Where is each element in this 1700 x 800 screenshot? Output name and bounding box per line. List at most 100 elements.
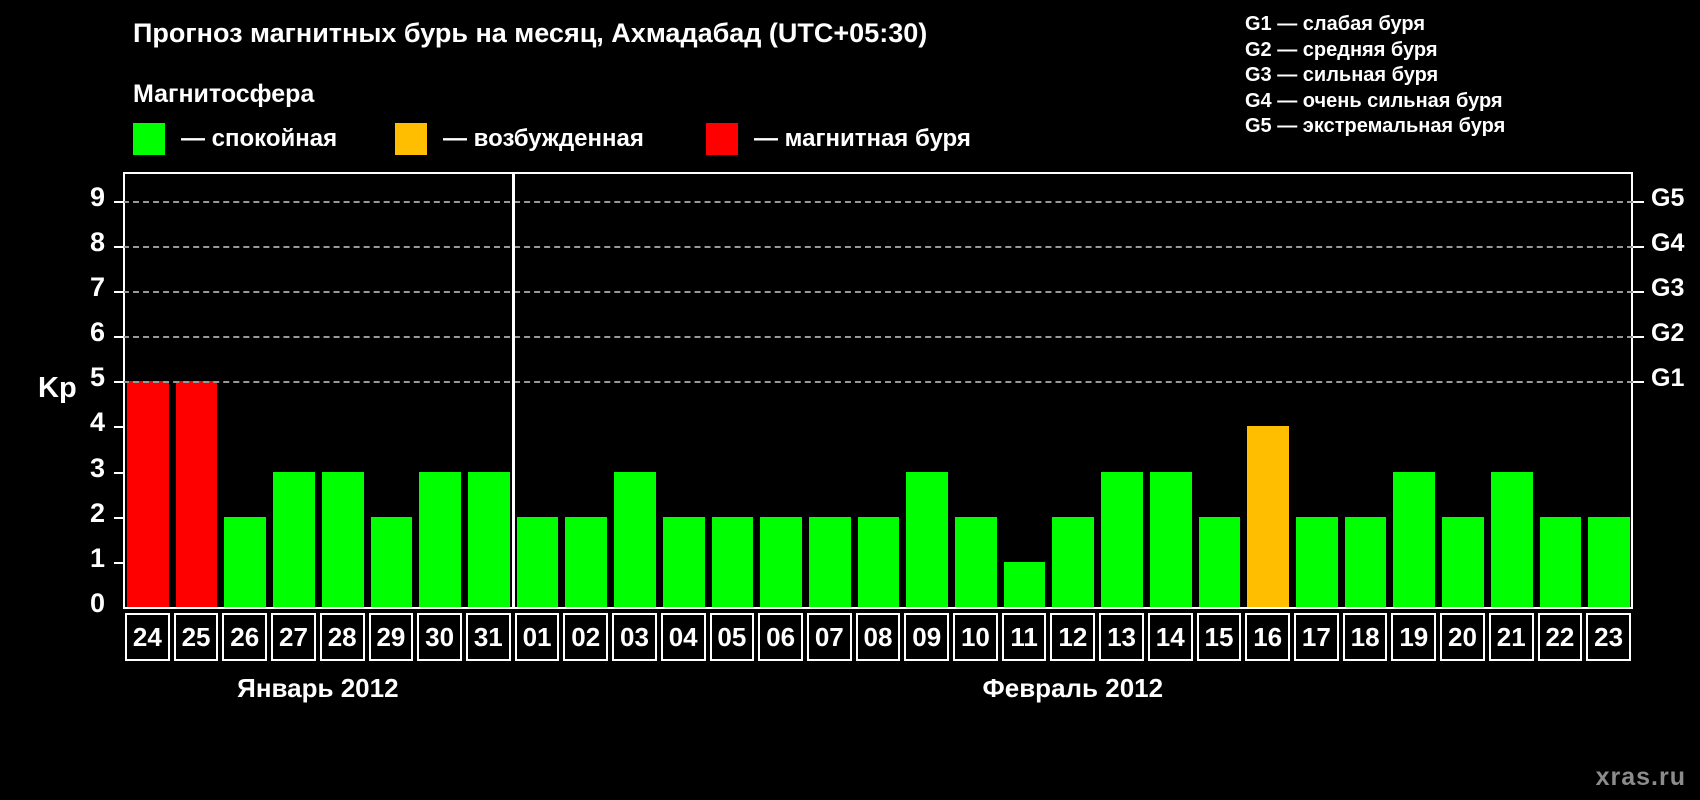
bar-day-11[interactable] bbox=[1003, 561, 1046, 607]
legend-item-2: — магнитная буря bbox=[706, 122, 971, 156]
bar-day-18[interactable] bbox=[1344, 516, 1387, 607]
day-label-05[interactable]: 05 bbox=[709, 613, 755, 661]
bar-day-19[interactable] bbox=[1393, 471, 1436, 607]
bar-day-25[interactable] bbox=[175, 381, 218, 607]
plot-inner bbox=[123, 172, 1633, 609]
day-label-08[interactable]: 08 bbox=[855, 613, 901, 661]
page-title: Прогноз магнитных бурь на месяц, Ахмадаб… bbox=[133, 18, 928, 48]
y-tick-label-2: 2 bbox=[89, 497, 105, 528]
day-label-04[interactable]: 04 bbox=[660, 613, 706, 661]
gridline-kp-7 bbox=[123, 291, 1633, 294]
day-label-13[interactable]: 13 bbox=[1099, 613, 1144, 661]
legend-item-0: — спокойная bbox=[133, 122, 337, 156]
day-label-18[interactable]: 18 bbox=[1342, 613, 1388, 661]
bar-day-06[interactable] bbox=[760, 516, 802, 607]
day-label-10[interactable]: 10 bbox=[953, 613, 998, 661]
day-label-09[interactable]: 09 bbox=[904, 613, 950, 661]
g-tick-mark-G4 bbox=[1633, 245, 1644, 248]
bar-day-20[interactable] bbox=[1442, 516, 1484, 607]
g-scale-legend: G1 — слабая буря G2 — средняя буря G3 — си… bbox=[1245, 12, 1505, 140]
month-separator bbox=[511, 172, 515, 609]
day-label-14[interactable]: 14 bbox=[1147, 613, 1193, 661]
bar-day-08[interactable] bbox=[857, 516, 900, 607]
g-tick-label-G5: G5 bbox=[1651, 183, 1685, 212]
bar-day-27[interactable] bbox=[273, 471, 315, 607]
day-label-19[interactable]: 19 bbox=[1391, 613, 1437, 661]
bar-day-31[interactable] bbox=[467, 471, 510, 607]
bar-day-13[interactable] bbox=[1101, 471, 1143, 607]
bar-day-17[interactable] bbox=[1296, 516, 1338, 607]
day-label-01[interactable]: 01 bbox=[514, 613, 560, 661]
day-label-31[interactable]: 31 bbox=[465, 613, 511, 661]
y-tick-label-1: 1 bbox=[89, 542, 105, 573]
month-caption-1: Февраль 2012 bbox=[982, 673, 1164, 703]
day-label-06[interactable]: 06 bbox=[758, 613, 803, 661]
bar-day-09[interactable] bbox=[906, 471, 949, 607]
day-label-30[interactable]: 30 bbox=[417, 613, 462, 661]
y-tick-mark-3 bbox=[114, 471, 124, 474]
day-label-25[interactable]: 25 bbox=[173, 613, 219, 661]
bar-day-30[interactable] bbox=[419, 471, 461, 607]
day-label-11[interactable]: 11 bbox=[1001, 613, 1047, 661]
bar-day-28[interactable] bbox=[321, 471, 364, 607]
bar-day-01[interactable] bbox=[516, 516, 559, 607]
legend-item-label: — возбужденная bbox=[443, 125, 644, 152]
gridline-kp-8 bbox=[123, 245, 1633, 248]
legend-item-1: — возбужденная bbox=[395, 122, 644, 156]
bar-day-07[interactable] bbox=[808, 516, 851, 607]
day-label-20[interactable]: 20 bbox=[1440, 613, 1485, 661]
legend-heading: Магнитосфера bbox=[133, 80, 315, 108]
g-tick-label-G4: G4 bbox=[1651, 228, 1685, 257]
bar-day-24[interactable] bbox=[127, 381, 169, 607]
day-label-17[interactable]: 17 bbox=[1294, 613, 1339, 661]
day-label-23[interactable]: 23 bbox=[1586, 613, 1631, 661]
watermark: xras.ru bbox=[1595, 763, 1686, 791]
day-label-22[interactable]: 22 bbox=[1537, 613, 1583, 661]
bar-day-05[interactable] bbox=[711, 516, 754, 607]
y-tick-mark-2 bbox=[114, 516, 124, 519]
day-label-21[interactable]: 21 bbox=[1488, 613, 1534, 661]
bar-day-04[interactable] bbox=[662, 516, 705, 607]
legend-item-label: — магнитная буря bbox=[754, 125, 971, 152]
gridline-kp-9 bbox=[123, 200, 1633, 203]
y-tick-label-7: 7 bbox=[89, 272, 105, 303]
g-tick-mark-G5 bbox=[1633, 200, 1644, 203]
day-label-27[interactable]: 27 bbox=[271, 613, 316, 661]
y-tick-label-0: 0 bbox=[89, 588, 105, 618]
y-tick-label-6: 6 bbox=[89, 317, 105, 348]
bar-day-15[interactable] bbox=[1198, 516, 1241, 607]
day-label-16[interactable]: 16 bbox=[1245, 613, 1291, 661]
day-label-29[interactable]: 29 bbox=[368, 613, 414, 661]
g-scale-line-5: G5 — экстремальная буря bbox=[1245, 115, 1506, 137]
day-label-26[interactable]: 26 bbox=[222, 613, 268, 661]
y-tick-label-4: 4 bbox=[89, 407, 105, 438]
day-label-15[interactable]: 15 bbox=[1196, 613, 1242, 661]
day-label-02[interactable]: 02 bbox=[563, 613, 609, 661]
bar-day-12[interactable] bbox=[1052, 516, 1095, 607]
day-label-12[interactable]: 12 bbox=[1050, 613, 1096, 661]
gridline-kp-5 bbox=[123, 381, 1633, 384]
day-label-28[interactable]: 28 bbox=[319, 613, 365, 661]
bar-day-29[interactable] bbox=[370, 516, 413, 607]
y-tick-label-3: 3 bbox=[89, 452, 105, 483]
legend-swatch-icon bbox=[133, 123, 165, 155]
bar-day-02[interactable] bbox=[565, 516, 608, 607]
y-tick-mark-9 bbox=[114, 200, 124, 203]
bar-day-21[interactable] bbox=[1490, 471, 1533, 607]
g-tick-mark-G3 bbox=[1633, 291, 1644, 294]
bar-day-23[interactable] bbox=[1588, 516, 1630, 607]
bar-day-14[interactable] bbox=[1149, 471, 1192, 607]
legend-swatch-icon bbox=[395, 123, 427, 155]
bar-series bbox=[123, 172, 1633, 609]
bar-day-22[interactable] bbox=[1539, 516, 1582, 607]
y-tick-mark-6 bbox=[114, 336, 124, 339]
y-axis-label: Kp bbox=[38, 372, 77, 404]
bar-day-16[interactable] bbox=[1247, 426, 1290, 607]
bar-day-10[interactable] bbox=[955, 516, 997, 607]
day-label-24[interactable]: 24 bbox=[125, 613, 170, 661]
day-label-03[interactable]: 03 bbox=[612, 613, 657, 661]
day-label-07[interactable]: 07 bbox=[806, 613, 852, 661]
g-scale-line-3: G3 — сильная буря bbox=[1245, 64, 1439, 86]
bar-day-26[interactable] bbox=[224, 516, 267, 607]
bar-day-03[interactable] bbox=[614, 471, 656, 607]
